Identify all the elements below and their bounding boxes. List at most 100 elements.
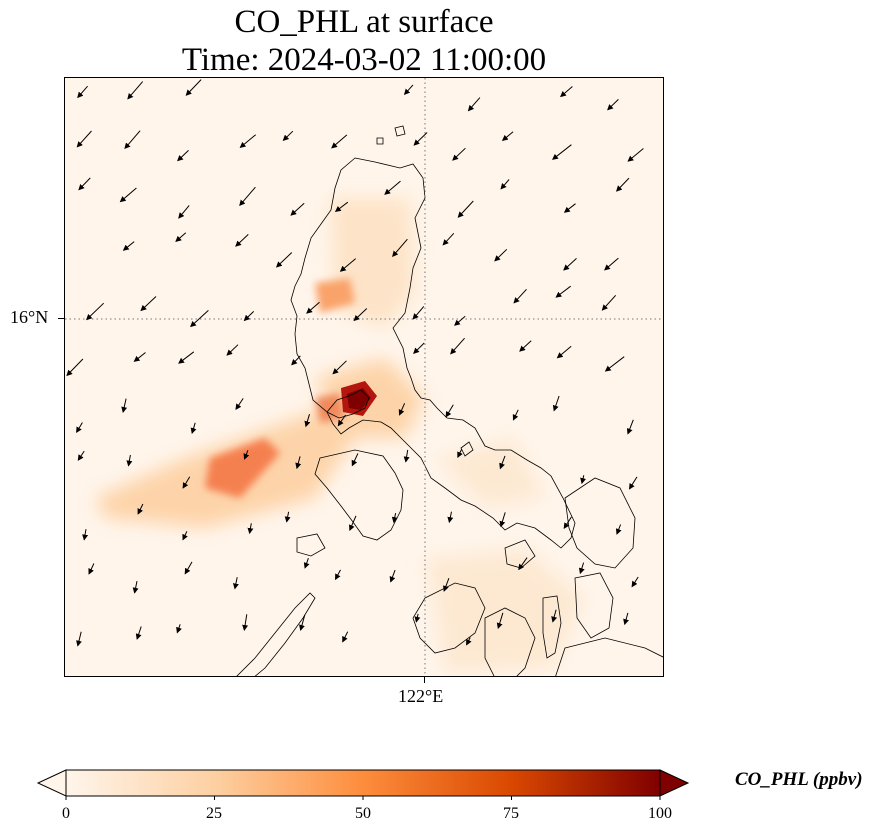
wind-arrow bbox=[560, 86, 573, 98]
wind-arrow bbox=[303, 558, 310, 569]
coastline-luzon bbox=[290, 157, 576, 549]
wind-arrow bbox=[178, 351, 195, 364]
wind-arrow bbox=[413, 342, 425, 355]
coastline-negros bbox=[484, 607, 536, 676]
wind-arrow bbox=[496, 612, 504, 630]
wind-arrow bbox=[135, 626, 142, 640]
hotspot-southwest bbox=[205, 438, 280, 498]
wind-arrow bbox=[353, 308, 368, 322]
wind-arrow bbox=[551, 609, 558, 623]
wind-arrow bbox=[226, 344, 239, 356]
wind-arrow bbox=[119, 187, 137, 203]
wind-arrow bbox=[85, 302, 105, 321]
coastline-island-small-3 bbox=[296, 533, 326, 557]
colorbar bbox=[36, 769, 690, 800]
lon-tickmark bbox=[424, 677, 425, 683]
wind-arrow bbox=[403, 449, 410, 463]
wind-arrow bbox=[501, 131, 514, 142]
wind-arrow bbox=[392, 238, 408, 258]
wind-arrow bbox=[124, 130, 141, 150]
wind-arrow bbox=[412, 306, 425, 320]
coastline-palawan bbox=[236, 592, 316, 676]
concentration-field bbox=[95, 198, 585, 673]
wind-arrow bbox=[499, 512, 506, 528]
wind-arrow bbox=[442, 232, 455, 246]
wind-arrow bbox=[88, 563, 95, 575]
wind-arrow bbox=[290, 202, 305, 216]
wind-arrow bbox=[615, 524, 622, 535]
wind-arrow bbox=[137, 503, 144, 515]
wind-arrow bbox=[178, 205, 190, 219]
wind-arrow bbox=[291, 355, 301, 366]
map-panel bbox=[64, 77, 664, 677]
coastline-island-small-1 bbox=[394, 125, 406, 137]
wind-arrow bbox=[604, 257, 619, 271]
wind-arrow bbox=[337, 414, 347, 427]
wind-arrow bbox=[185, 79, 202, 96]
wind-arrow bbox=[76, 422, 83, 434]
colorbar-label: CO_PHL (ppbv) bbox=[735, 769, 863, 790]
latitude-label: 16°N bbox=[10, 307, 49, 327]
wind-arrow bbox=[349, 515, 357, 532]
wind-arrow bbox=[76, 631, 82, 647]
wind-arrow bbox=[122, 241, 135, 251]
wind-arrow bbox=[282, 130, 294, 141]
wind-arrow bbox=[77, 450, 85, 461]
wind-arrow bbox=[176, 624, 182, 634]
coastline-masbate bbox=[504, 539, 536, 569]
wind-arrow bbox=[447, 511, 454, 524]
wind-arrow bbox=[77, 85, 88, 99]
wind-arrow bbox=[243, 311, 255, 322]
wind-arrow bbox=[299, 614, 306, 631]
wind-arrow bbox=[239, 134, 257, 149]
lat-tickmark bbox=[58, 318, 64, 319]
coastline-island-small-2 bbox=[376, 137, 384, 145]
map-title-line2: Time: 2024-03-02 11:00:00 bbox=[181, 42, 547, 78]
hotspot-north bbox=[315, 278, 355, 313]
wind-arrow bbox=[342, 631, 349, 643]
wind-arrow bbox=[580, 475, 586, 485]
wind-arrow bbox=[182, 531, 188, 541]
wind-arrow bbox=[403, 84, 414, 96]
map-canvas bbox=[65, 78, 663, 676]
wind-arrow bbox=[519, 340, 532, 352]
wind-arrow bbox=[466, 637, 472, 646]
wind-arrow bbox=[132, 580, 139, 594]
plume-north bbox=[330, 198, 415, 328]
colorbar-tickmarks bbox=[65, 796, 661, 800]
wind-arrow bbox=[513, 288, 527, 304]
wind-arrow bbox=[239, 186, 256, 207]
coastline-mindoro bbox=[314, 449, 404, 541]
wind-arrow bbox=[391, 513, 398, 524]
wind-arrow bbox=[190, 310, 209, 328]
wind-arrow bbox=[556, 345, 572, 359]
wind-arrow bbox=[126, 454, 133, 467]
plume-south bbox=[425, 548, 585, 673]
wind-arrow bbox=[628, 476, 638, 490]
wind-arrow bbox=[232, 577, 239, 590]
coastline-mindanao bbox=[555, 637, 663, 676]
wind-arrow bbox=[563, 516, 572, 529]
colorbar-tick-75: 75 bbox=[503, 805, 519, 822]
coastline-island-small-4 bbox=[460, 441, 474, 457]
wind-arrow bbox=[275, 252, 293, 268]
wind-arrow bbox=[78, 177, 91, 191]
wind-arrow bbox=[334, 201, 349, 213]
wind-arrow bbox=[133, 352, 146, 362]
wind-arrow bbox=[140, 296, 157, 312]
wind-arrow bbox=[82, 529, 89, 541]
colorbar-max-extension bbox=[659, 769, 690, 797]
wind-arrow bbox=[243, 450, 250, 460]
colorbar-tick-100: 100 bbox=[648, 805, 672, 822]
wind-arrow bbox=[306, 301, 320, 314]
wind-arrow bbox=[518, 557, 528, 571]
wind-arrow bbox=[450, 337, 465, 355]
wind-arrow bbox=[616, 177, 630, 192]
wind-arrow bbox=[555, 285, 572, 298]
wind-arrow bbox=[500, 179, 510, 190]
wind-arrow bbox=[443, 578, 450, 592]
map-title-line1: CO_PHL at surface bbox=[234, 4, 494, 40]
wind-arrow bbox=[389, 569, 396, 583]
colorbar-gradient bbox=[65, 769, 661, 797]
wind-arrow bbox=[235, 398, 244, 411]
